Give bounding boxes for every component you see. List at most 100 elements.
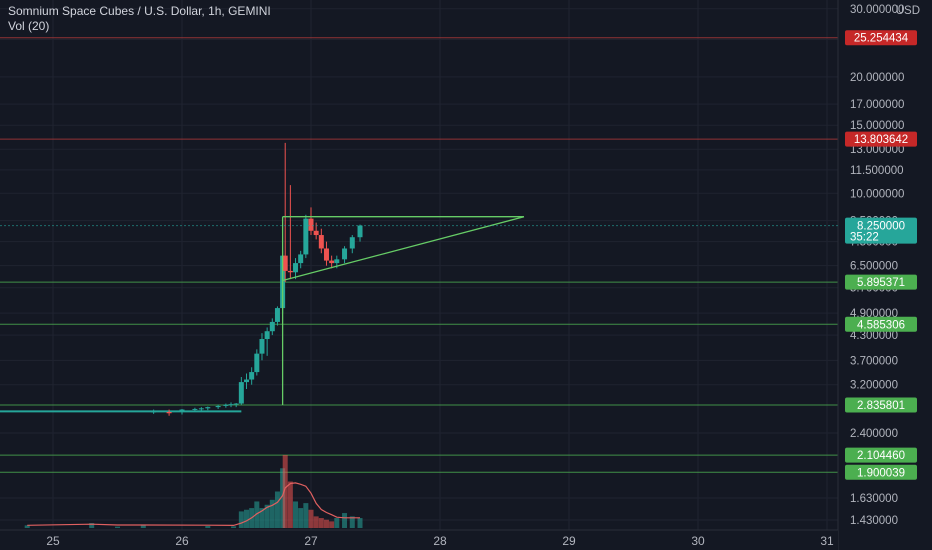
price-axis-tick: 2.400000	[850, 428, 898, 440]
volume-bar	[323, 519, 329, 528]
level-price-label: 5.895371	[857, 277, 905, 289]
candle-body[interactable]	[166, 412, 172, 414]
volume-bar	[140, 525, 146, 528]
price-axis-tick: 13.000000	[850, 144, 904, 156]
volume-bar	[231, 526, 237, 528]
candle-body[interactable]	[179, 409, 185, 412]
volume-bar	[303, 503, 309, 528]
candle-body[interactable]	[334, 259, 340, 264]
volume-bar	[357, 518, 363, 528]
triangle-bottom-line[interactable]	[282, 216, 525, 282]
level-price-label: 13.803642	[854, 134, 908, 146]
candle-body[interactable]	[287, 270, 293, 273]
level-price-tag[interactable]	[845, 30, 917, 46]
level-price-label: 1.900039	[857, 467, 905, 479]
candle-body[interactable]	[215, 405, 221, 408]
symbol-title[interactable]: Somnium Space Cubes / U.S. Dollar, 1h, G…	[8, 4, 271, 18]
level-price-tag[interactable]	[845, 274, 917, 290]
volume-bar	[264, 504, 270, 528]
price-axis-tick: 4.300000	[850, 330, 898, 342]
countdown-label: 35:22	[850, 232, 879, 244]
candle-body[interactable]	[308, 218, 314, 231]
price-axis-tick: 3.700000	[850, 355, 898, 367]
candle-body[interactable]	[223, 404, 229, 406]
candle-body[interactable]	[303, 218, 309, 255]
candle-body[interactable]	[274, 308, 280, 322]
volume-bar	[313, 516, 319, 528]
volume-bar	[342, 513, 348, 528]
candle-body[interactable]	[329, 260, 335, 264]
candle-body[interactable]	[254, 353, 260, 373]
price-axis-tick: 10.000000	[850, 188, 904, 200]
level-price-label: 2.104460	[857, 450, 905, 462]
price-axis-tick: 1.630000	[850, 493, 898, 505]
price-axis-tick: 17.000000	[850, 99, 904, 111]
price-axis-tick: 30.000000	[850, 4, 904, 16]
currency-label: USD	[896, 5, 920, 17]
volume-bar	[238, 511, 244, 528]
level-price-tag[interactable]	[845, 131, 917, 147]
candle-body[interactable]	[198, 408, 204, 410]
candle-body[interactable]	[259, 339, 265, 354]
candle-body[interactable]	[282, 255, 288, 271]
volume-bar	[24, 525, 30, 528]
volume-bar	[287, 481, 293, 528]
candle-body[interactable]	[228, 404, 234, 406]
candle-body[interactable]	[318, 235, 324, 249]
volume-bar	[293, 501, 299, 528]
candle-body[interactable]	[293, 263, 299, 273]
candle-body[interactable]	[298, 254, 304, 264]
price-axis-tick: 20.000000	[850, 72, 904, 84]
volume-bar	[318, 518, 324, 528]
level-price-tag[interactable]	[845, 464, 917, 480]
candle-body[interactable]	[323, 248, 329, 261]
level-price-tag[interactable]	[845, 447, 917, 463]
level-price-label: 4.585306	[857, 319, 905, 331]
candle-body[interactable]	[205, 407, 211, 409]
chart-header: Somnium Space Cubes / U.S. Dollar, 1h, G…	[8, 4, 271, 34]
candle-body[interactable]	[342, 248, 348, 260]
candle-body[interactable]	[249, 372, 255, 380]
time-axis-tick: 26	[175, 534, 189, 548]
price-axis-tick: 11.500000	[850, 165, 904, 177]
price-axis-tick: 15.000000	[850, 120, 904, 132]
volume-bar	[254, 501, 260, 528]
volume-indicator-label[interactable]: Vol (20)	[8, 19, 50, 33]
candle-body[interactable]	[238, 382, 244, 404]
candle-body[interactable]	[244, 379, 249, 383]
time-axis-bg	[0, 530, 838, 550]
candle-body[interactable]	[357, 225, 363, 238]
volume-bar	[205, 526, 211, 528]
candle-body[interactable]	[151, 411, 157, 413]
candle-body[interactable]	[349, 237, 355, 249]
current-price-tag[interactable]	[845, 217, 917, 244]
volume-bar	[334, 518, 340, 528]
candle-body[interactable]	[192, 408, 198, 410]
volume-bar	[115, 526, 120, 528]
candle-body[interactable]	[233, 403, 239, 405]
level-price-tag[interactable]	[845, 316, 917, 332]
candle-body[interactable]	[313, 230, 319, 236]
volume-bar	[298, 508, 304, 528]
volume-bar	[349, 516, 355, 528]
volume-bar	[282, 455, 288, 528]
volume-bar	[89, 523, 95, 528]
candle-body[interactable]	[269, 321, 275, 332]
volume-bar	[308, 509, 314, 528]
price-axis-tick: 3.200000	[850, 380, 898, 392]
time-axis-tick: 31	[820, 534, 834, 548]
time-axis-tick: 30	[691, 534, 705, 548]
candle-body[interactable]	[264, 331, 270, 340]
time-axis-tick: 29	[562, 534, 576, 548]
current-price-label: 8.250000	[857, 221, 905, 233]
price-axis-tick: 6.500000	[850, 261, 898, 273]
volume-bar	[280, 468, 286, 528]
level-price-tag[interactable]	[845, 397, 917, 413]
time-axis-tick: 27	[304, 534, 318, 548]
volume-bar	[244, 509, 249, 528]
volume-ma-line	[27, 482, 360, 527]
volume-bar	[259, 508, 265, 528]
time-axis-tick: 25	[46, 534, 60, 548]
volume-bar	[274, 491, 280, 528]
